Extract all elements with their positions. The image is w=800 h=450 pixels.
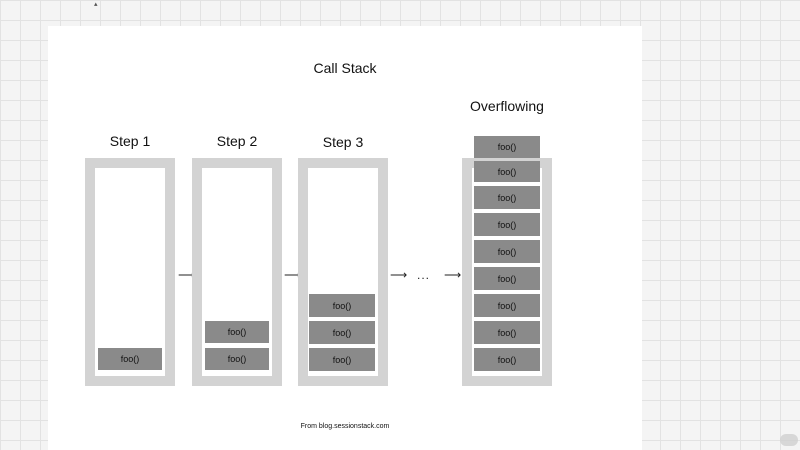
arrow-icon: ⟶ [444, 268, 462, 282]
step-3-label: Step 3 [322, 134, 364, 150]
arrow-icon: ⟶ [178, 268, 196, 282]
stack-frame-overflow: foo() [474, 136, 540, 158]
arrow-icon: ⟶ [284, 268, 302, 282]
stack-frame: foo() [474, 186, 540, 209]
stack-frame: foo() [474, 240, 540, 263]
stack-frame: foo() [309, 321, 375, 344]
diagram-slide: Call Stack Step 1 foo() ⟶ Step 2 foo() f… [48, 26, 642, 450]
stack-step-2: foo() foo() [192, 158, 282, 386]
stack-frame: foo() [309, 348, 375, 371]
stack-inner [308, 168, 378, 376]
step-1-label: Step 1 [109, 133, 151, 149]
stack-frame: foo() [474, 213, 540, 236]
step-2-label: Step 2 [216, 133, 258, 149]
stack-inner [95, 168, 165, 376]
stack-frame: foo() [474, 161, 540, 182]
source-caption: From blog.sessionstack.com [300, 423, 390, 430]
arrow-icon: ⟶ [390, 268, 408, 282]
stack-overflowing: foo() foo() foo() foo() foo() foo() foo(… [462, 158, 552, 386]
stack-inner [202, 168, 272, 376]
cursor-icon: ▴ [94, 1, 98, 8]
diagram-title: Call Stack [313, 60, 377, 76]
stack-frame: foo() [474, 267, 540, 290]
stack-frame: foo() [474, 294, 540, 317]
stack-step-3: foo() foo() foo() [298, 158, 388, 386]
overflowing-label: Overflowing [470, 98, 544, 114]
stack-frame: foo() [474, 321, 540, 344]
watermark-logo [780, 434, 798, 446]
stack-frame: foo() [309, 294, 375, 317]
ellipsis: ... [417, 268, 431, 282]
stack-frame: foo() [474, 348, 540, 371]
stack-frame: foo() [205, 321, 269, 343]
stack-step-1: foo() [85, 158, 175, 386]
stack-frame: foo() [205, 348, 269, 370]
stack-frame: foo() [98, 348, 162, 370]
